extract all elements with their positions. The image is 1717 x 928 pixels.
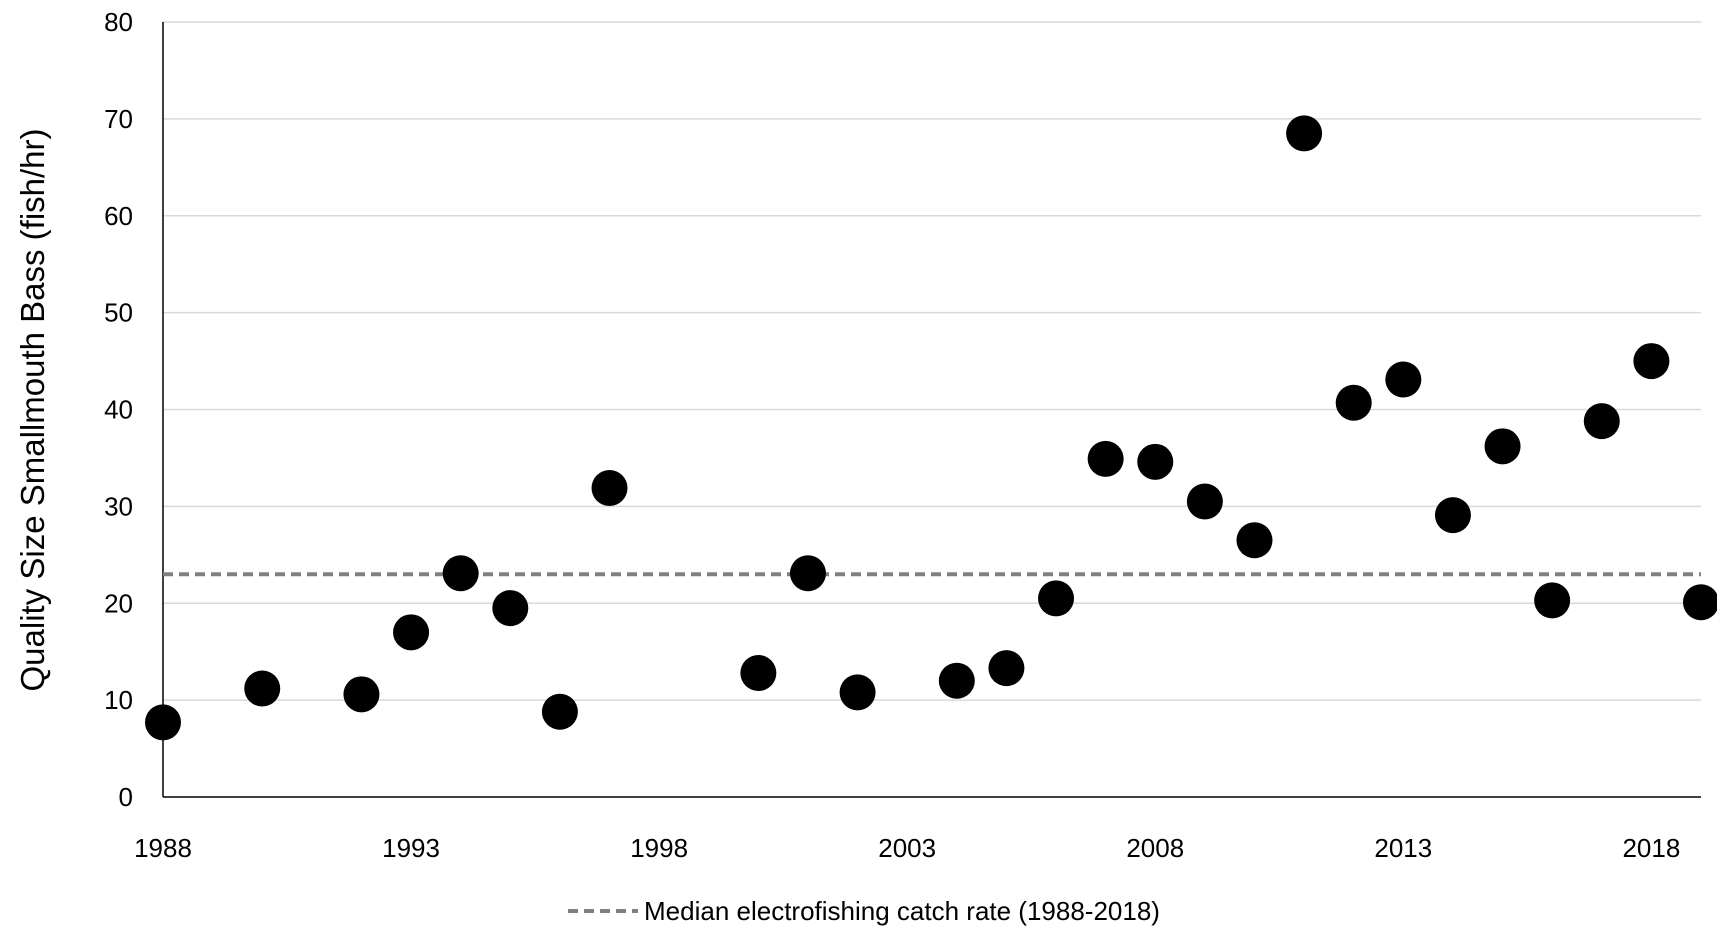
- data-point-2002: [839, 674, 876, 711]
- data-point-1997: [591, 469, 628, 506]
- data-point-1994: [442, 555, 479, 592]
- data-point-2012: [1335, 384, 1372, 421]
- y-tick-label: 20: [104, 588, 133, 618]
- data-point-1988: [145, 704, 181, 741]
- data-point-2000: [740, 655, 777, 691]
- x-tick-labels: 1988 1993 1998 2003 2008 2013 2018: [134, 833, 1680, 863]
- data-point-2005: [988, 650, 1025, 687]
- y-tick-label: 50: [104, 298, 133, 328]
- y-tick-labels: 0 10 20 30 40 50 60 70 80: [104, 7, 133, 812]
- data-point-2017: [1583, 403, 1620, 440]
- data-point-1992: [343, 676, 380, 713]
- data-point-2013: [1385, 361, 1422, 398]
- data-point-2009: [1186, 483, 1223, 520]
- x-tick-label: 2018: [1622, 833, 1680, 863]
- axes: [162, 22, 1701, 798]
- data-point-1996: [541, 693, 578, 730]
- y-axis-title: Quality Size Smallmouth Bass (fish/hr): [14, 128, 51, 691]
- data-point-2011: [1286, 115, 1323, 152]
- data-point-1995: [492, 590, 529, 627]
- legend[interactable]: Median electrofishing catch rate (1988-2…: [568, 896, 1160, 926]
- data-points: [145, 115, 1717, 741]
- x-tick-label: 1988: [134, 833, 192, 863]
- data-point-2001: [789, 555, 826, 592]
- y-tick-label: 70: [104, 104, 133, 134]
- data-point-1990: [244, 670, 281, 707]
- y-tick-label: 80: [104, 7, 133, 37]
- data-point-2008: [1137, 443, 1174, 480]
- x-tick-label: 2008: [1126, 833, 1184, 863]
- data-point-2006: [1038, 580, 1075, 617]
- x-tick-label: 2003: [878, 833, 936, 863]
- data-point-1993: [393, 614, 430, 651]
- x-tick-label: 1998: [630, 833, 688, 863]
- data-point-2015: [1484, 428, 1521, 465]
- x-tick-label: 1993: [382, 833, 440, 863]
- gridlines: [163, 21, 1701, 701]
- y-tick-label: 40: [104, 395, 133, 425]
- legend-label-median: Median electrofishing catch rate (1988-2…: [644, 896, 1160, 926]
- data-point-2019: [1683, 584, 1717, 621]
- data-point-2018: [1633, 343, 1670, 380]
- y-tick-label: 60: [104, 201, 133, 231]
- x-tick-label: 2013: [1374, 833, 1432, 863]
- data-point-2010: [1236, 522, 1273, 559]
- y-tick-label: 10: [104, 685, 133, 715]
- data-point-2004: [938, 662, 975, 699]
- y-tick-label: 0: [119, 782, 133, 812]
- data-point-2016: [1534, 582, 1571, 619]
- y-tick-label: 30: [104, 491, 133, 521]
- data-point-2007: [1087, 440, 1124, 477]
- data-point-2014: [1434, 497, 1471, 534]
